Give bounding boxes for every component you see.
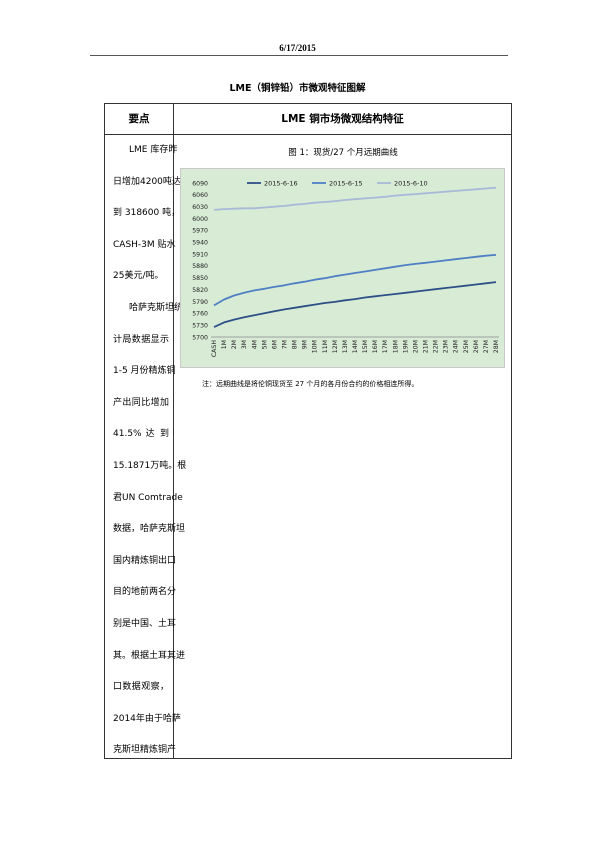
x-tick-label: 22M [433,340,440,353]
y-tick-label: 6090 [192,180,208,187]
x-tick-label: 28M [493,340,500,353]
x-tick-label: 1M [221,340,228,349]
key-points-line: 计局数据显示 [113,334,169,345]
chart-svg: 5700 5730 5760 5790 5820 5850 5880 5910 5940 5970… [192,179,500,357]
x-tick-label: 18M [392,340,399,353]
series-line-2015-6-15 [213,254,497,307]
key-points-text: LME 库存昨日增加4200吨达到 318600 吨， CASH-3M 贴水 25美… [113,142,187,774]
y-tick-label: 5970 [192,228,208,235]
column-header-key-points: 要点 [128,113,150,125]
x-tick-label: 16M [372,340,379,353]
x-tick-label: 24M [453,340,460,353]
key-points-line: 别是中国、土耳 [113,618,177,629]
key-points-line: 产出同比增加 [113,397,169,408]
key-points-line: 君UN Comtrade [113,492,183,503]
x-tick-label: 20M [412,340,419,353]
y-tick-label: 5760 [192,311,208,318]
x-tick-label: 9M [302,340,309,349]
y-tick-label: 6030 [192,204,208,211]
y-tick-label: 5880 [192,263,208,270]
key-points-line: 15.1871万吨。根 [113,460,187,471]
x-tick-label: 6M [271,340,278,349]
y-tick-label: 5700 [192,334,208,341]
x-tick-label: 13M [342,340,349,353]
key-points-line: 数据，哈萨克斯坦 [113,524,186,535]
figure-title: 图 1：现货/27 个月远期曲线 [288,148,398,158]
x-tick-label: 3M [241,340,248,349]
key-points-line: 克斯坦精炼铜产 [113,745,177,756]
y-tick-label: 5940 [192,240,208,247]
key-points-line: 其。根据土耳其进 [113,650,186,661]
x-tick-label: 17M [382,340,389,353]
key-points-line: 目的地前两名分 [113,587,177,598]
key-points-line: 2014年由于哈萨 [113,713,181,724]
key-points-line: 1-5 月份精炼铜 [113,366,176,377]
header-row-divider [105,134,511,135]
key-points-line: LME 库存昨 [129,145,178,155]
y-tick-label: 5850 [192,275,208,282]
series-line-2015-6-10 [213,186,497,211]
key-points-line: 25美元/吨。 [113,271,164,282]
x-tick-label: 27M [483,340,490,353]
x-tick-label: 19M [402,340,409,353]
x-tick-label: CASH [211,340,218,357]
legend-label: 2015-6-15 [329,179,363,187]
y-tick-label: 5730 [192,322,208,329]
y-tick-label: 6060 [192,192,208,199]
key-points-line: 41.5% 达 到 [113,429,169,440]
x-tick-label: 25M [463,340,470,353]
header-rule [90,55,508,56]
x-tick-label: 21M [423,340,430,353]
series-line-2015-6-16 [213,281,497,328]
x-tick-label: 11M [322,340,329,353]
key-points-line: 国内精炼铜出口 [113,555,177,566]
legend-label: 2015-6-10 [394,179,428,187]
x-tick-label: 12M [332,340,339,353]
forward-curve-chart: 5700 5730 5760 5790 5820 5850 5880 5910 5940 5970… [180,168,505,368]
key-points-line: 日增加4200吨达 [113,176,181,187]
x-tick-label: 15M [362,340,369,353]
y-tick-label: 5790 [192,299,208,306]
x-tick-label: 7M [282,340,289,349]
key-points-line: 到 318600 吨， [113,208,181,219]
x-tick-label: 26M [473,340,480,353]
x-tick-label: 2M [231,340,238,349]
x-tick-label: 4M [251,340,258,349]
key-points-line: CASH-3M 贴水 [113,239,176,250]
page-date: 6/17/2015 [279,43,316,53]
x-tick-label: 23M [443,340,450,353]
y-tick-label: 5910 [192,251,208,258]
y-tick-label: 5820 [192,287,208,294]
key-points-line: 口数据观察， [113,682,169,693]
x-tick-label: 14M [352,340,359,353]
x-tick-label: 10M [312,340,319,353]
x-tick-label: 8M [292,340,299,349]
column-divider [173,104,174,758]
y-tick-label: 6000 [192,216,208,223]
x-tick-label: 5M [261,340,268,349]
content-table: 要点 LME 铜市场微观结构特征 LME 库存昨日增加4200吨达到 31860… [104,103,512,759]
document-title: LME（铜锌铅）市微观特征图解 [229,83,366,94]
key-points-line: 哈萨克斯坦统 [129,302,184,313]
column-header-market-features: LME 铜市场微观结构特征 [281,113,404,125]
figure-note: 注：远期曲线是将伦铜现货至 27 个月的各月份合约的价格相连所得。 [202,380,419,388]
legend-label: 2015-6-16 [264,179,298,187]
